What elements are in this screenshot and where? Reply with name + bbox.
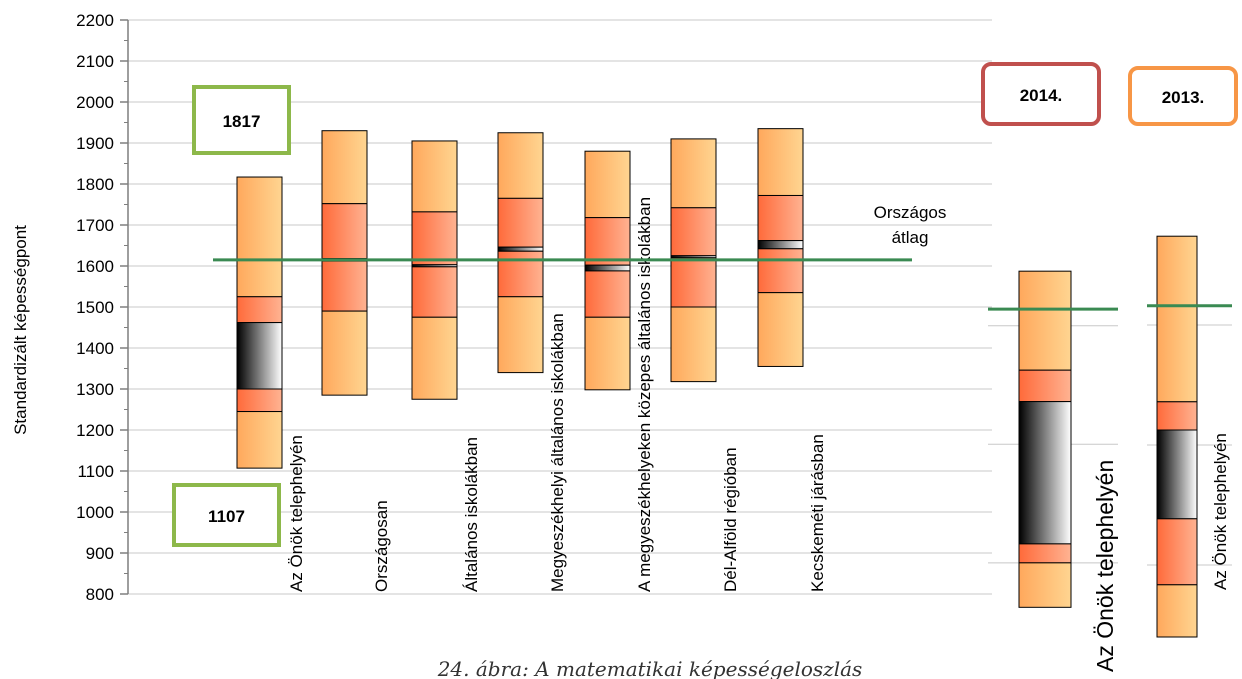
y-tick-label: 800 <box>86 585 114 604</box>
box-3: Általános iskolákban <box>411 140 481 592</box>
box-lower-quartile <box>497 250 544 298</box>
reference-label-2: átlag <box>892 228 929 247</box>
category-label: Megyeszékhelyi általános iskolákban <box>548 313 567 592</box>
year-callout-box <box>981 62 1101 126</box>
main-y-axis: 2200 2100 2000 1900 1800 1700 1600 1500 1400 1300… <box>76 11 129 604</box>
y-tick-label: 1600 <box>76 257 114 276</box>
y-tick-label: 2000 <box>76 93 114 112</box>
box-upper-quartile <box>1018 369 1072 403</box>
box-upper-quartile <box>497 197 544 248</box>
panel-2013: 2013. Az Önök telephelyén <box>1128 66 1238 638</box>
box-lower-range <box>411 316 458 400</box>
year-callout-label: 2013. <box>1162 88 1205 107</box>
box-confidence-interval <box>1018 401 1072 545</box>
box-confidence-interval <box>497 246 544 252</box>
box-upper-range <box>1156 235 1198 403</box>
box-lower-quartile <box>321 260 368 312</box>
y-tick-label: 1200 <box>76 421 114 440</box>
value-callout-label: 1107 <box>208 507 245 526</box>
box-5: A megyeszékhelyeken közepes általános is… <box>584 150 654 592</box>
y-tick-label: 1000 <box>76 503 114 522</box>
box-lower-quartile <box>584 270 631 318</box>
box-upper-quartile <box>757 194 804 242</box>
box-upper-quartile <box>236 296 283 324</box>
box-lower-quartile <box>670 257 717 308</box>
y-tick-label: 1700 <box>76 216 114 235</box>
reference-label-1: Országos <box>874 203 947 222</box>
y-tick-label: 1900 <box>76 134 114 153</box>
box-upper-quartile <box>670 207 717 257</box>
box-lower-range <box>321 310 368 396</box>
main-boxes: Az Önök telephelyén Országosan Általános i… <box>236 128 827 592</box>
box-upper-quartile <box>411 211 458 266</box>
box-lower-range <box>670 306 717 383</box>
callouts: 1817 1107 <box>172 85 291 547</box>
box-lower-range <box>1018 562 1072 608</box>
box-upper-range <box>497 132 544 199</box>
box-1: Az Önök telephelyén <box>236 176 306 592</box>
panel-category-label: Az Önök telephelyén <box>1211 433 1230 590</box>
box-upper-range <box>411 140 458 213</box>
box-lower-range <box>1156 584 1198 638</box>
year-callout-label: 2014. <box>1020 86 1063 105</box>
box-4: Megyeszékhelyi általános iskolákban <box>497 132 567 592</box>
year-callout-box <box>1128 66 1238 126</box>
box-upper-quartile <box>1156 401 1198 431</box>
box-lower-quartile <box>1018 543 1072 564</box>
box-lower-range <box>236 411 283 469</box>
figure-caption: 24. ábra: A matematikai képességeloszlás <box>437 657 863 679</box>
category-label: A megyeszékhelyeken közepes általános is… <box>635 197 654 592</box>
box-6: Dél-Alföld régióban <box>670 138 740 592</box>
box-lower-quartile <box>411 266 458 318</box>
box-confidence-interval <box>1156 429 1198 520</box>
category-label: Dél-Alföld régióban <box>721 447 740 592</box>
box-lower-range <box>497 296 544 374</box>
category-label: Általános iskolákban <box>462 437 481 592</box>
box-upper-quartile <box>321 203 368 260</box>
y-axis-label: Standardizált képességpont <box>11 225 30 435</box>
y-tick-label: 1800 <box>76 175 114 194</box>
y-tick-label: 1300 <box>76 380 114 399</box>
value-callout-box <box>172 483 281 547</box>
box-lower-range <box>757 292 804 367</box>
box-lower-quartile <box>1156 518 1198 586</box>
box-upper-range <box>1018 270 1072 371</box>
value-callout-label: 1817 <box>223 112 261 131</box>
box-lower-range <box>584 316 631 391</box>
box-confidence-interval <box>584 264 631 272</box>
category-label: Az Önök telephelyén <box>287 435 306 592</box>
box-7: Kecskeméti járásban <box>757 128 827 592</box>
box-upper-range <box>321 130 368 205</box>
panel-2014: 2014. Az Önök telephelyén <box>981 62 1118 672</box>
box-upper-range <box>584 150 631 219</box>
box-confidence-interval <box>236 322 283 390</box>
y-tick-label: 1100 <box>77 462 114 481</box>
box-upper-range <box>757 128 804 196</box>
box-lower-quartile <box>236 388 283 413</box>
y-tick-label: 2200 <box>76 11 114 30</box>
box-2: Országosan <box>321 130 391 592</box>
value-callout-box <box>192 85 291 155</box>
y-tick-label: 1500 <box>76 298 114 317</box>
category-label: Kecskeméti járásban <box>808 434 827 592</box>
box-upper-range <box>236 176 283 298</box>
box-upper-quartile <box>584 217 631 266</box>
box-confidence-interval <box>757 240 804 250</box>
y-tick-label: 1400 <box>76 339 114 358</box>
box-lower-quartile <box>757 248 804 294</box>
y-tick-label: 900 <box>86 544 114 563</box>
box-upper-range <box>670 138 717 209</box>
panel-category-label: Az Önök telephelyén <box>1092 460 1118 672</box>
category-label: Országosan <box>372 500 391 592</box>
y-tick-label: 2100 <box>76 52 114 71</box>
